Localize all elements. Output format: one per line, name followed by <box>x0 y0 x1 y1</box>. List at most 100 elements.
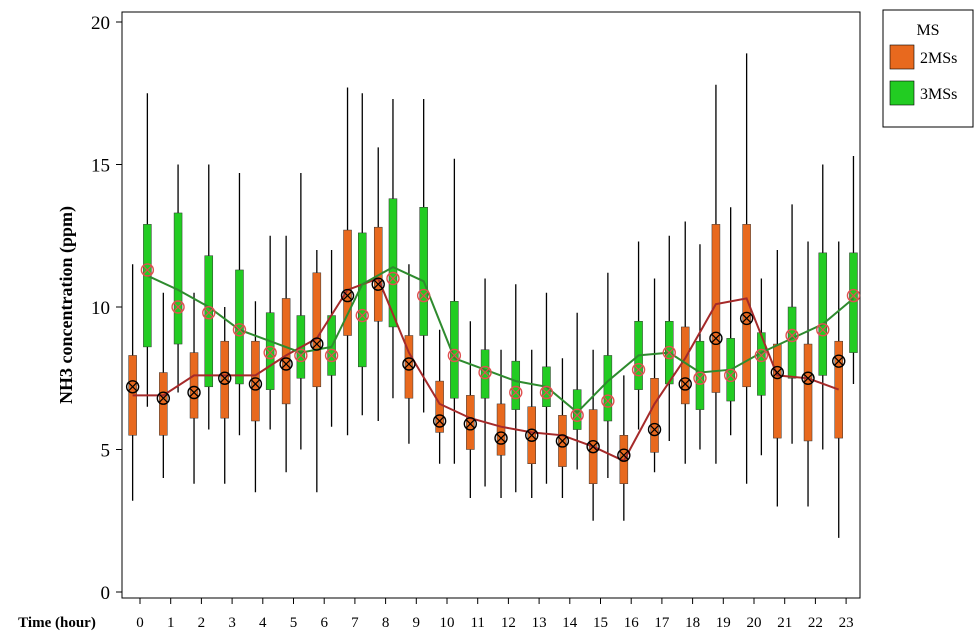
mean-marker-circle <box>739 311 754 326</box>
x-tick-label: 6 <box>320 615 328 631</box>
x-tick-label: 17 <box>654 615 670 631</box>
mean-marker-cross <box>772 367 782 378</box>
mean-marker-cross <box>326 350 337 361</box>
mean-marker-cross <box>726 370 736 381</box>
mean-marker-cross <box>818 325 828 335</box>
mean-marker-circle <box>386 271 400 286</box>
mean-marker-circle <box>555 434 570 448</box>
x-tick-label: 4 <box>259 615 267 631</box>
x-tick-label: 0 <box>136 615 144 631</box>
mean-marker-cross <box>419 290 429 301</box>
box-2mss <box>281 298 291 405</box>
mean-marker-2mss <box>739 311 754 326</box>
mean-marker-2mss <box>494 431 508 445</box>
mean-marker-cross <box>649 424 660 435</box>
mean-marker-cross <box>189 387 199 398</box>
mean-marker-circle <box>232 323 247 337</box>
mean-marker-cross <box>803 373 813 383</box>
box-2mss <box>773 343 782 439</box>
mean-marker-circle <box>832 354 846 368</box>
x-tick-label: 21 <box>777 615 792 631</box>
mean-marker-circle <box>846 288 861 303</box>
mean-marker-2mss <box>832 354 846 368</box>
mean-marker-cross <box>250 379 261 389</box>
mean-marker-cross <box>588 442 598 452</box>
box-3mss <box>265 312 275 390</box>
mean-marker-layer <box>125 263 861 462</box>
mean-marker-circle <box>478 365 492 380</box>
box-2mss <box>466 395 475 450</box>
x-tick-label: 9 <box>413 615 421 631</box>
box-2mss <box>711 224 721 393</box>
mean-marker-2mss <box>125 380 140 394</box>
y-axis: 0 5 10 15 20 <box>91 13 122 604</box>
mean-marker-circle <box>447 348 462 363</box>
legend: MS 2MSs 3MSs <box>882 9 974 128</box>
mean-marker-cross <box>312 339 322 349</box>
mean-marker-2mss <box>709 331 723 346</box>
mean-marker-3mss <box>140 263 155 277</box>
mean-marker-3mss <box>754 348 769 363</box>
mean-marker-circle <box>570 408 584 422</box>
mean-marker-circle <box>539 385 554 400</box>
mean-marker-3mss <box>570 408 584 422</box>
mean-marker-3mss <box>509 385 523 400</box>
mean-marker-circle <box>816 323 830 337</box>
box-3mss <box>358 232 367 368</box>
mean-marker-3mss <box>263 345 277 360</box>
mean-marker-2mss <box>279 357 293 371</box>
x-axis-label: Time (hour) <box>18 615 96 631</box>
box-3mss <box>143 224 152 348</box>
mean-marker-cross <box>633 365 644 375</box>
mean-marker-3mss <box>171 300 185 314</box>
mean-marker-circle <box>785 328 799 343</box>
mean-marker-circle <box>171 300 185 314</box>
x-tick-label: 22 <box>808 615 823 631</box>
mean-marker-cross <box>756 350 766 361</box>
y-tick-label: 10 <box>91 298 110 319</box>
mean-marker-circle <box>156 391 171 405</box>
mean-marker-cross <box>265 347 275 358</box>
legend-swatch-3mss <box>889 80 915 106</box>
mean-marker-cross <box>388 273 398 284</box>
mean-marker-circle <box>509 385 523 400</box>
mean-marker-cross <box>541 387 552 398</box>
mean-marker-circle <box>202 306 216 320</box>
box-2mss <box>742 224 751 388</box>
box-3mss <box>849 252 858 353</box>
mean-marker-circle <box>631 363 646 377</box>
mean-marker-3mss <box>355 308 369 323</box>
mean-marker-2mss <box>156 391 171 405</box>
mean-marker-circle <box>310 337 324 351</box>
x-tick-label: 20 <box>747 615 762 631</box>
x-tick-label: 8 <box>382 615 390 631</box>
mean-marker-circle <box>647 422 662 437</box>
mean-marker-3mss <box>447 348 462 363</box>
x-tick-label: 19 <box>716 615 731 631</box>
median-line-2mss <box>132 277 840 463</box>
box-3mss <box>695 340 705 410</box>
box-3mss <box>419 207 428 336</box>
mean-marker-3mss <box>478 365 492 380</box>
mean-marker-cross <box>787 330 797 341</box>
mean-marker-cross <box>511 387 521 398</box>
mean-marker-circle <box>218 371 232 385</box>
mean-marker-3mss <box>324 348 339 363</box>
mean-marker-circle <box>525 428 539 442</box>
mean-marker-circle <box>279 357 293 371</box>
mean-marker-circle <box>601 394 615 408</box>
mean-marker-cross <box>557 436 568 446</box>
box-2mss <box>312 272 322 388</box>
box-2mss <box>435 380 444 433</box>
mean-marker-cross <box>296 350 306 361</box>
mean-marker-cross <box>695 373 705 383</box>
y-axis-label: NH3 concentration (ppm) <box>56 206 77 404</box>
mean-marker-2mss <box>617 448 631 462</box>
mean-marker-3mss <box>846 288 861 303</box>
mean-marker-cross <box>158 393 168 403</box>
box-2mss <box>343 229 352 336</box>
mean-marker-cross <box>404 359 414 369</box>
mean-marker-circle <box>662 345 676 360</box>
x-tick-label: 13 <box>532 615 547 631</box>
x-tick-label: 16 <box>624 615 640 631</box>
